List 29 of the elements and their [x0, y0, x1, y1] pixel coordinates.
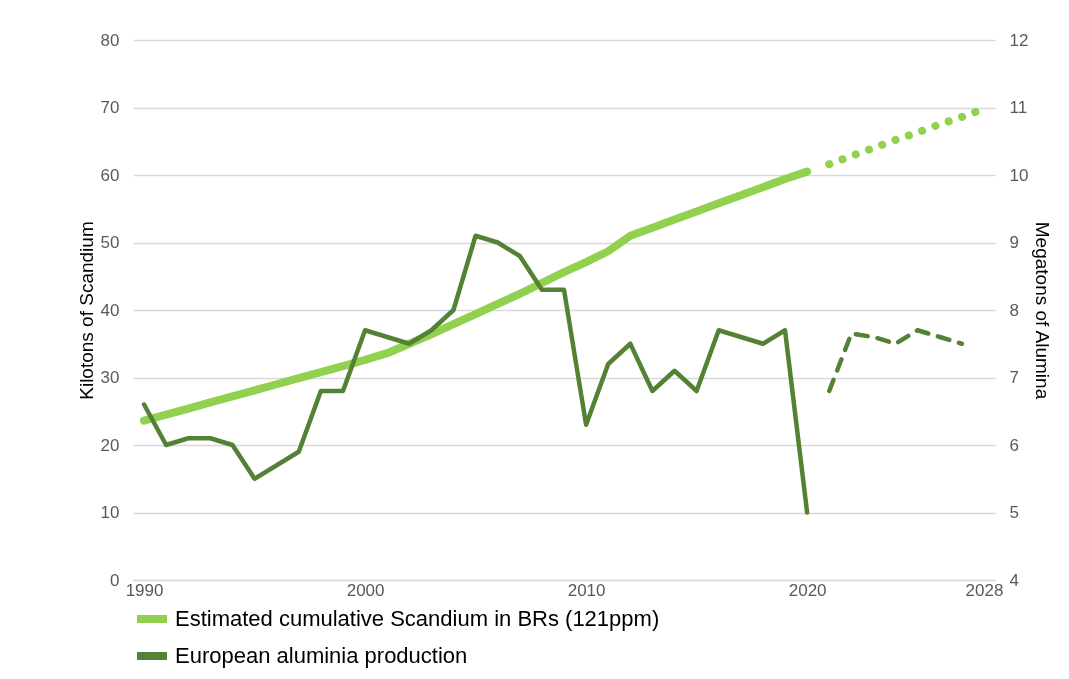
y-tick-label: 0 [110, 570, 120, 590]
y-tick-label: 50 [100, 233, 120, 252]
y2-tick-label: 4 [1009, 570, 1019, 590]
y2-axis-title: Megatons of Alumina [1032, 221, 1054, 400]
line-series [826, 328, 965, 394]
y2-tick-label: 9 [1009, 233, 1019, 252]
y2-tick-label: 8 [1009, 300, 1019, 320]
y-tick-label: 60 [100, 165, 120, 185]
legend-label: European aluminia production [175, 643, 468, 668]
x-tick-label: 2020 [788, 580, 827, 600]
y-tick-label: 40 [100, 300, 120, 320]
y-axis-title: Kilotons of Scandium [75, 221, 97, 400]
y-tick-label: 70 [100, 98, 120, 117]
y-tick-label: 80 [100, 30, 120, 50]
y-tick-label: 20 [100, 435, 120, 455]
x-tick-label: 1990 [125, 580, 164, 600]
y2-tick-label: 10 [1009, 165, 1029, 185]
y2-tick-label: 5 [1009, 503, 1019, 522]
y2-tick-label: 11 [1009, 98, 1028, 117]
y2-tick-label: 12 [1009, 30, 1029, 50]
x-tick-label: 2010 [567, 580, 606, 600]
y-tick-label: 30 [100, 368, 120, 387]
y2-tick-label: 6 [1009, 435, 1019, 455]
line-series [141, 233, 810, 515]
y-tick-label: 10 [100, 503, 120, 522]
legend-label: Estimated cumulative Scandium in BRs (121ppm) [175, 606, 660, 631]
x-tick-label: 2000 [346, 580, 385, 600]
x-tick-label: 2028 [965, 580, 1004, 600]
y2-tick-label: 7 [1009, 368, 1019, 387]
